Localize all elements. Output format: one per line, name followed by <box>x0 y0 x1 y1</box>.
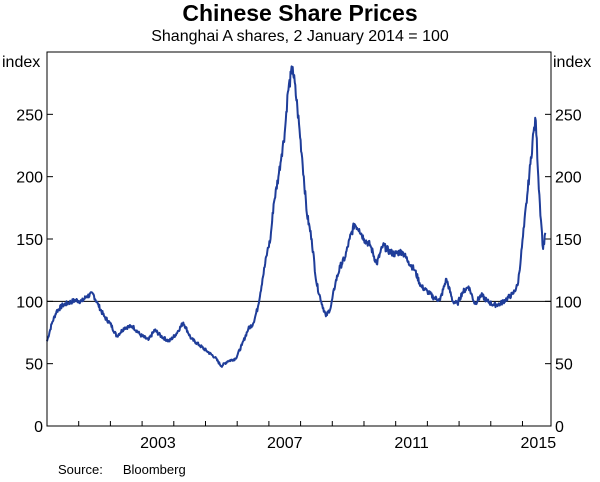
x-tick-label-1: 2007 <box>267 435 303 452</box>
y-tick-label-right-3: 150 <box>555 232 582 249</box>
plot-frame <box>46 51 552 427</box>
y-tick-label-right-0: 0 <box>555 419 564 436</box>
source-label: Source: <box>58 462 103 477</box>
tick-labels-layer: 0 0 50 50 100 100 150 150 200 200 250 250 2003 2007 20… <box>16 107 582 452</box>
y-tick-label-left-0: 0 <box>34 419 43 436</box>
x-tick-label-0: 2003 <box>140 435 176 452</box>
y-tick-label-left-1: 50 <box>25 357 43 374</box>
y-tick-label-right-2: 100 <box>555 294 582 311</box>
y-tick-label-left-2: 100 <box>16 294 43 311</box>
series-layer <box>46 65 547 368</box>
chart-subtitle: Shanghai A shares, 2 January 2014 = 100 <box>151 28 449 45</box>
left-axis-unit: index <box>2 54 41 71</box>
x-tick-label-3: 2015 <box>521 435 557 452</box>
y-tick-label-left-4: 200 <box>16 170 43 187</box>
source-value: Bloomberg <box>122 462 186 477</box>
y-tick-label-left-5: 250 <box>16 107 43 124</box>
y-tick-label-right-5: 250 <box>555 107 582 124</box>
ticks-layer <box>46 113 551 427</box>
series-line-0 <box>46 65 547 368</box>
y-tick-label-left-3: 150 <box>16 232 43 249</box>
chart-title: Chinese Share Prices <box>182 0 418 26</box>
y-tick-label-right-1: 50 <box>555 357 573 374</box>
source-note: Source: Bloomberg <box>58 462 186 478</box>
right-axis-unit: index <box>553 54 592 71</box>
x-tick-label-2: 2011 <box>394 435 429 452</box>
y-tick-label-right-4: 200 <box>555 170 582 187</box>
